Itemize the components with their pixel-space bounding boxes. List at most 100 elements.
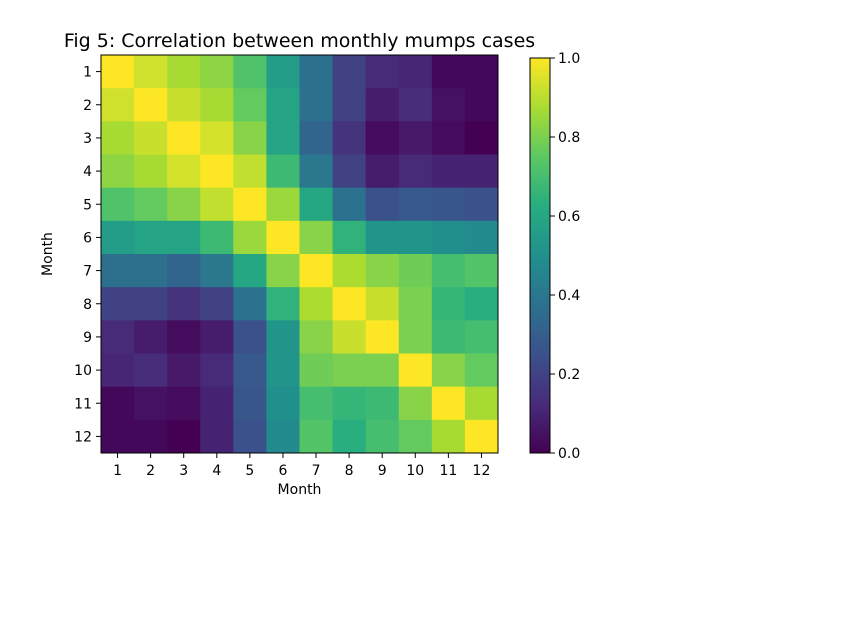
heatmap-cell bbox=[266, 419, 300, 454]
heatmap-cell bbox=[431, 187, 466, 222]
heatmap-cell bbox=[431, 154, 466, 189]
heatmap-cell bbox=[233, 88, 267, 122]
heatmap-cell bbox=[167, 254, 201, 288]
heatmap-cell bbox=[431, 220, 466, 255]
heatmap-cell bbox=[398, 154, 433, 189]
x-axis-ticks: 1 2 3 4 5 6 7 8 9 10 11 12 bbox=[113, 453, 490, 479]
heatmap-cell bbox=[134, 386, 168, 421]
heatmap-cell bbox=[431, 386, 466, 421]
x-tick-label: 4 bbox=[212, 463, 221, 479]
heatmap-cell bbox=[299, 353, 334, 388]
heatmap-cell bbox=[167, 386, 201, 421]
x-tick-label: 7 bbox=[312, 463, 321, 479]
heatmap-cell bbox=[101, 254, 135, 288]
heatmap-cell bbox=[134, 220, 168, 255]
heatmap-cell bbox=[134, 121, 168, 155]
heatmap-cell bbox=[233, 386, 267, 421]
heatmap-cell bbox=[200, 386, 234, 421]
heatmap-cell bbox=[332, 386, 367, 421]
heatmap-cell bbox=[332, 353, 367, 388]
heatmap-cell bbox=[200, 88, 234, 122]
heatmap-cell bbox=[299, 88, 334, 122]
y-tick-label: 7 bbox=[83, 264, 92, 280]
heatmap-cell bbox=[464, 154, 499, 189]
heatmap-cell bbox=[398, 386, 433, 421]
heatmap-cell bbox=[398, 353, 433, 388]
heatmap-cell bbox=[200, 121, 234, 155]
heatmap-cell bbox=[365, 154, 400, 189]
heatmap-cell bbox=[299, 419, 334, 454]
heatmap-cell bbox=[101, 187, 135, 222]
heatmap-cell bbox=[200, 55, 234, 89]
heatmap-cell bbox=[134, 187, 168, 222]
heatmap-cell bbox=[431, 287, 466, 321]
heatmap-cell bbox=[398, 121, 433, 155]
x-tick-label: 12 bbox=[473, 463, 491, 479]
heatmap-cell bbox=[299, 55, 334, 89]
heatmap-cell bbox=[299, 220, 334, 255]
heatmap-cell bbox=[101, 55, 135, 89]
heatmap-cell bbox=[365, 121, 400, 155]
heatmap-cell bbox=[167, 353, 201, 388]
heatmap-cell bbox=[431, 88, 466, 122]
y-tick-label: 9 bbox=[83, 330, 92, 346]
heatmap-cells bbox=[101, 55, 499, 454]
heatmap-cell bbox=[266, 55, 300, 89]
heatmap-cell bbox=[398, 220, 433, 255]
heatmap-cell bbox=[167, 154, 201, 189]
x-tick-label: 6 bbox=[278, 463, 287, 479]
y-tick-label: 2 bbox=[83, 98, 92, 114]
heatmap-cell bbox=[398, 419, 433, 454]
colorbar-tick-label: 0.0 bbox=[558, 446, 580, 462]
heatmap-cell bbox=[464, 254, 499, 288]
heatmap-cell bbox=[167, 287, 201, 321]
heatmap-cell bbox=[431, 320, 466, 354]
heatmap-cell bbox=[464, 386, 499, 421]
heatmap-cell bbox=[200, 287, 234, 321]
heatmap-cell bbox=[464, 220, 499, 255]
heatmap-cell bbox=[101, 419, 135, 454]
heatmap-cell bbox=[101, 353, 135, 388]
colorbar-tick-label: 0.4 bbox=[558, 288, 580, 304]
heatmap-cell bbox=[299, 121, 334, 155]
heatmap-cell bbox=[398, 320, 433, 354]
heatmap-cell bbox=[299, 287, 334, 321]
y-tick-label: 12 bbox=[74, 429, 92, 445]
x-tick-label: 1 bbox=[113, 463, 122, 479]
heatmap-cell bbox=[101, 386, 135, 421]
heatmap-cell bbox=[464, 320, 499, 354]
heatmap-cell bbox=[167, 320, 201, 354]
heatmap-cell bbox=[365, 55, 400, 89]
colorbar-tick-label: 0.8 bbox=[558, 130, 580, 146]
heatmap-cell bbox=[266, 121, 300, 155]
heatmap-cell bbox=[365, 386, 400, 421]
heatmap-cell bbox=[332, 55, 367, 89]
heatmap-cell bbox=[200, 353, 234, 388]
chart-title: Fig 5: Correlation between monthly mumps… bbox=[64, 30, 535, 52]
x-tick-label: 5 bbox=[245, 463, 254, 479]
heatmap-cell bbox=[365, 353, 400, 388]
heatmap-cell bbox=[398, 287, 433, 321]
colorbar-tick-label: 1.0 bbox=[558, 51, 580, 67]
heatmap-cell bbox=[299, 187, 334, 222]
y-tick-label: 11 bbox=[74, 396, 92, 412]
heatmap-cell bbox=[266, 320, 300, 354]
heatmap-cell bbox=[332, 88, 367, 122]
heatmap-cell bbox=[167, 187, 201, 222]
heatmap-cell bbox=[266, 154, 300, 189]
heatmap-cell bbox=[332, 220, 367, 255]
heatmap-cell bbox=[200, 419, 234, 454]
heatmap-cell bbox=[332, 187, 367, 222]
colorbar-tick-label: 0.6 bbox=[558, 209, 580, 225]
heatmap-cell bbox=[398, 187, 433, 222]
heatmap-cell bbox=[233, 254, 267, 288]
heatmap-cell bbox=[266, 386, 300, 421]
heatmap-cell bbox=[398, 254, 433, 288]
x-tick-label: 3 bbox=[179, 463, 188, 479]
heatmap-cell bbox=[266, 187, 300, 222]
heatmap-cell bbox=[299, 154, 334, 189]
heatmap-cell bbox=[167, 55, 201, 89]
heatmap-cell bbox=[200, 154, 234, 189]
heatmap-cell bbox=[101, 154, 135, 189]
